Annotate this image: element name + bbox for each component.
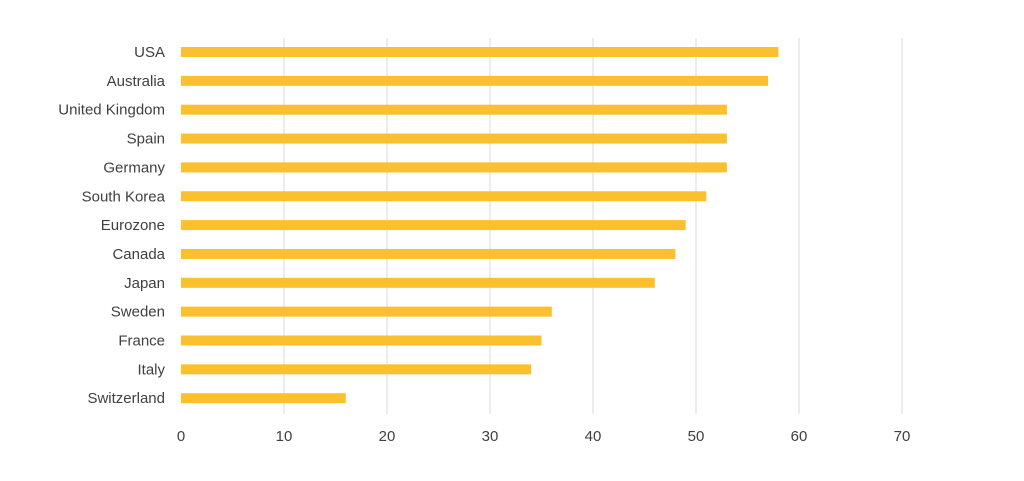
category-label: Japan: [124, 275, 165, 292]
category-label: Italy: [137, 361, 165, 378]
bar-united-kingdom: [181, 104, 727, 115]
category-label: Switzerland: [87, 390, 165, 407]
bar-south-korea: [181, 191, 707, 202]
category-label: Australia: [107, 73, 166, 90]
bars-layer: [181, 47, 779, 404]
bar-eurozone: [181, 220, 686, 231]
x-tick-label: 0: [177, 428, 185, 445]
category-label: Spain: [127, 131, 165, 148]
category-label: Canada: [112, 246, 165, 263]
x-tick-label: 30: [482, 428, 499, 445]
category-label: Sweden: [111, 304, 165, 321]
x-tick-label: 40: [585, 428, 602, 445]
bar-usa: [181, 47, 779, 57]
bar-australia: [181, 75, 769, 86]
bar-germany: [181, 162, 727, 173]
category-label: Germany: [103, 159, 165, 176]
x-tick-labels: 0 10 20 30 40 50 60 70: [177, 428, 911, 445]
x-tick-label: 20: [379, 428, 396, 445]
bar-switzerland: [181, 393, 346, 404]
category-label: USA: [134, 44, 165, 61]
x-tick-label: 50: [688, 428, 705, 445]
bar-japan: [181, 277, 655, 288]
x-tick-label: 60: [791, 428, 808, 445]
category-label: France: [118, 333, 165, 350]
bar-canada: [181, 248, 676, 259]
bar-spain: [181, 133, 727, 144]
category-label: South Korea: [82, 188, 166, 205]
bar-sweden: [181, 306, 552, 317]
x-tick-label: 70: [894, 428, 911, 445]
category-labels: USA Australia United Kingdom Spain Germany So…: [58, 44, 165, 407]
bar-italy: [181, 364, 532, 375]
category-label: United Kingdom: [58, 102, 165, 119]
bar-france: [181, 335, 542, 346]
x-tick-label: 10: [276, 428, 293, 445]
category-label: Eurozone: [101, 217, 165, 234]
